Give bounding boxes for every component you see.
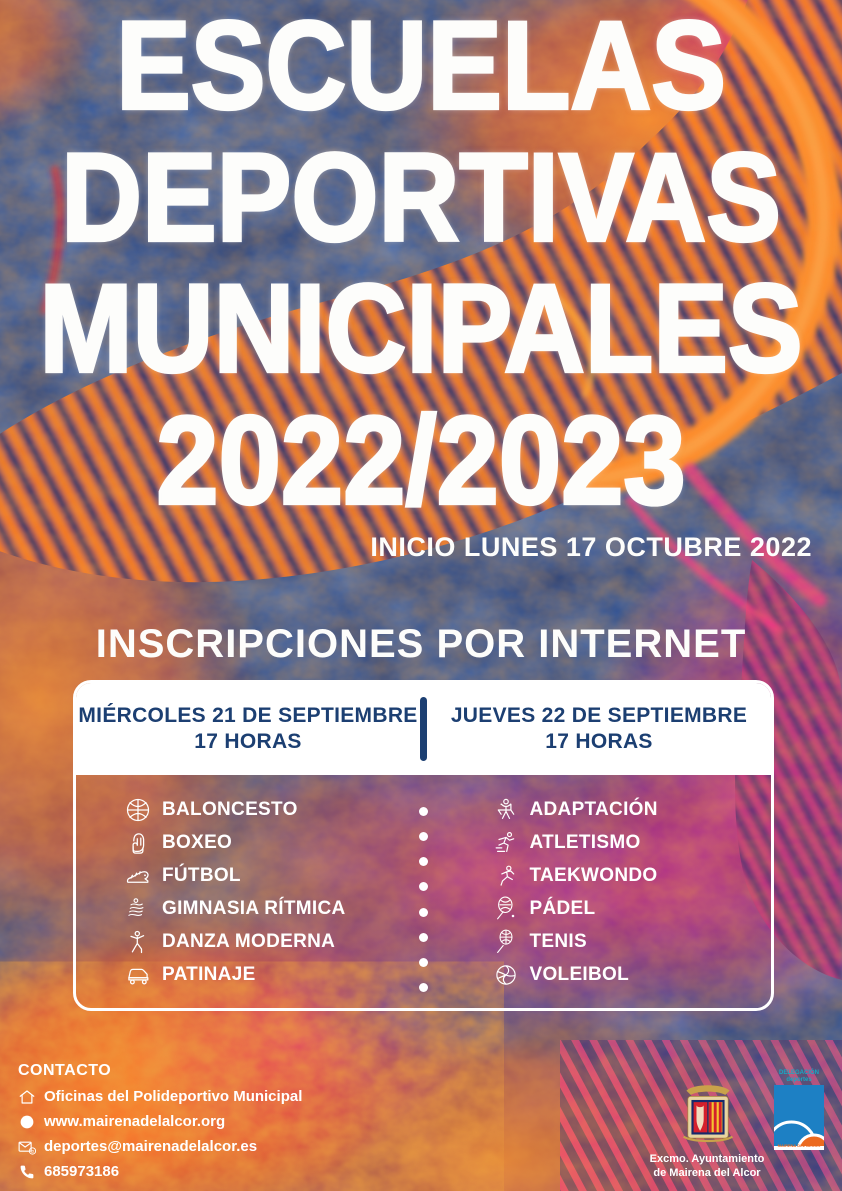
svg-text:@: @ — [31, 1149, 35, 1153]
